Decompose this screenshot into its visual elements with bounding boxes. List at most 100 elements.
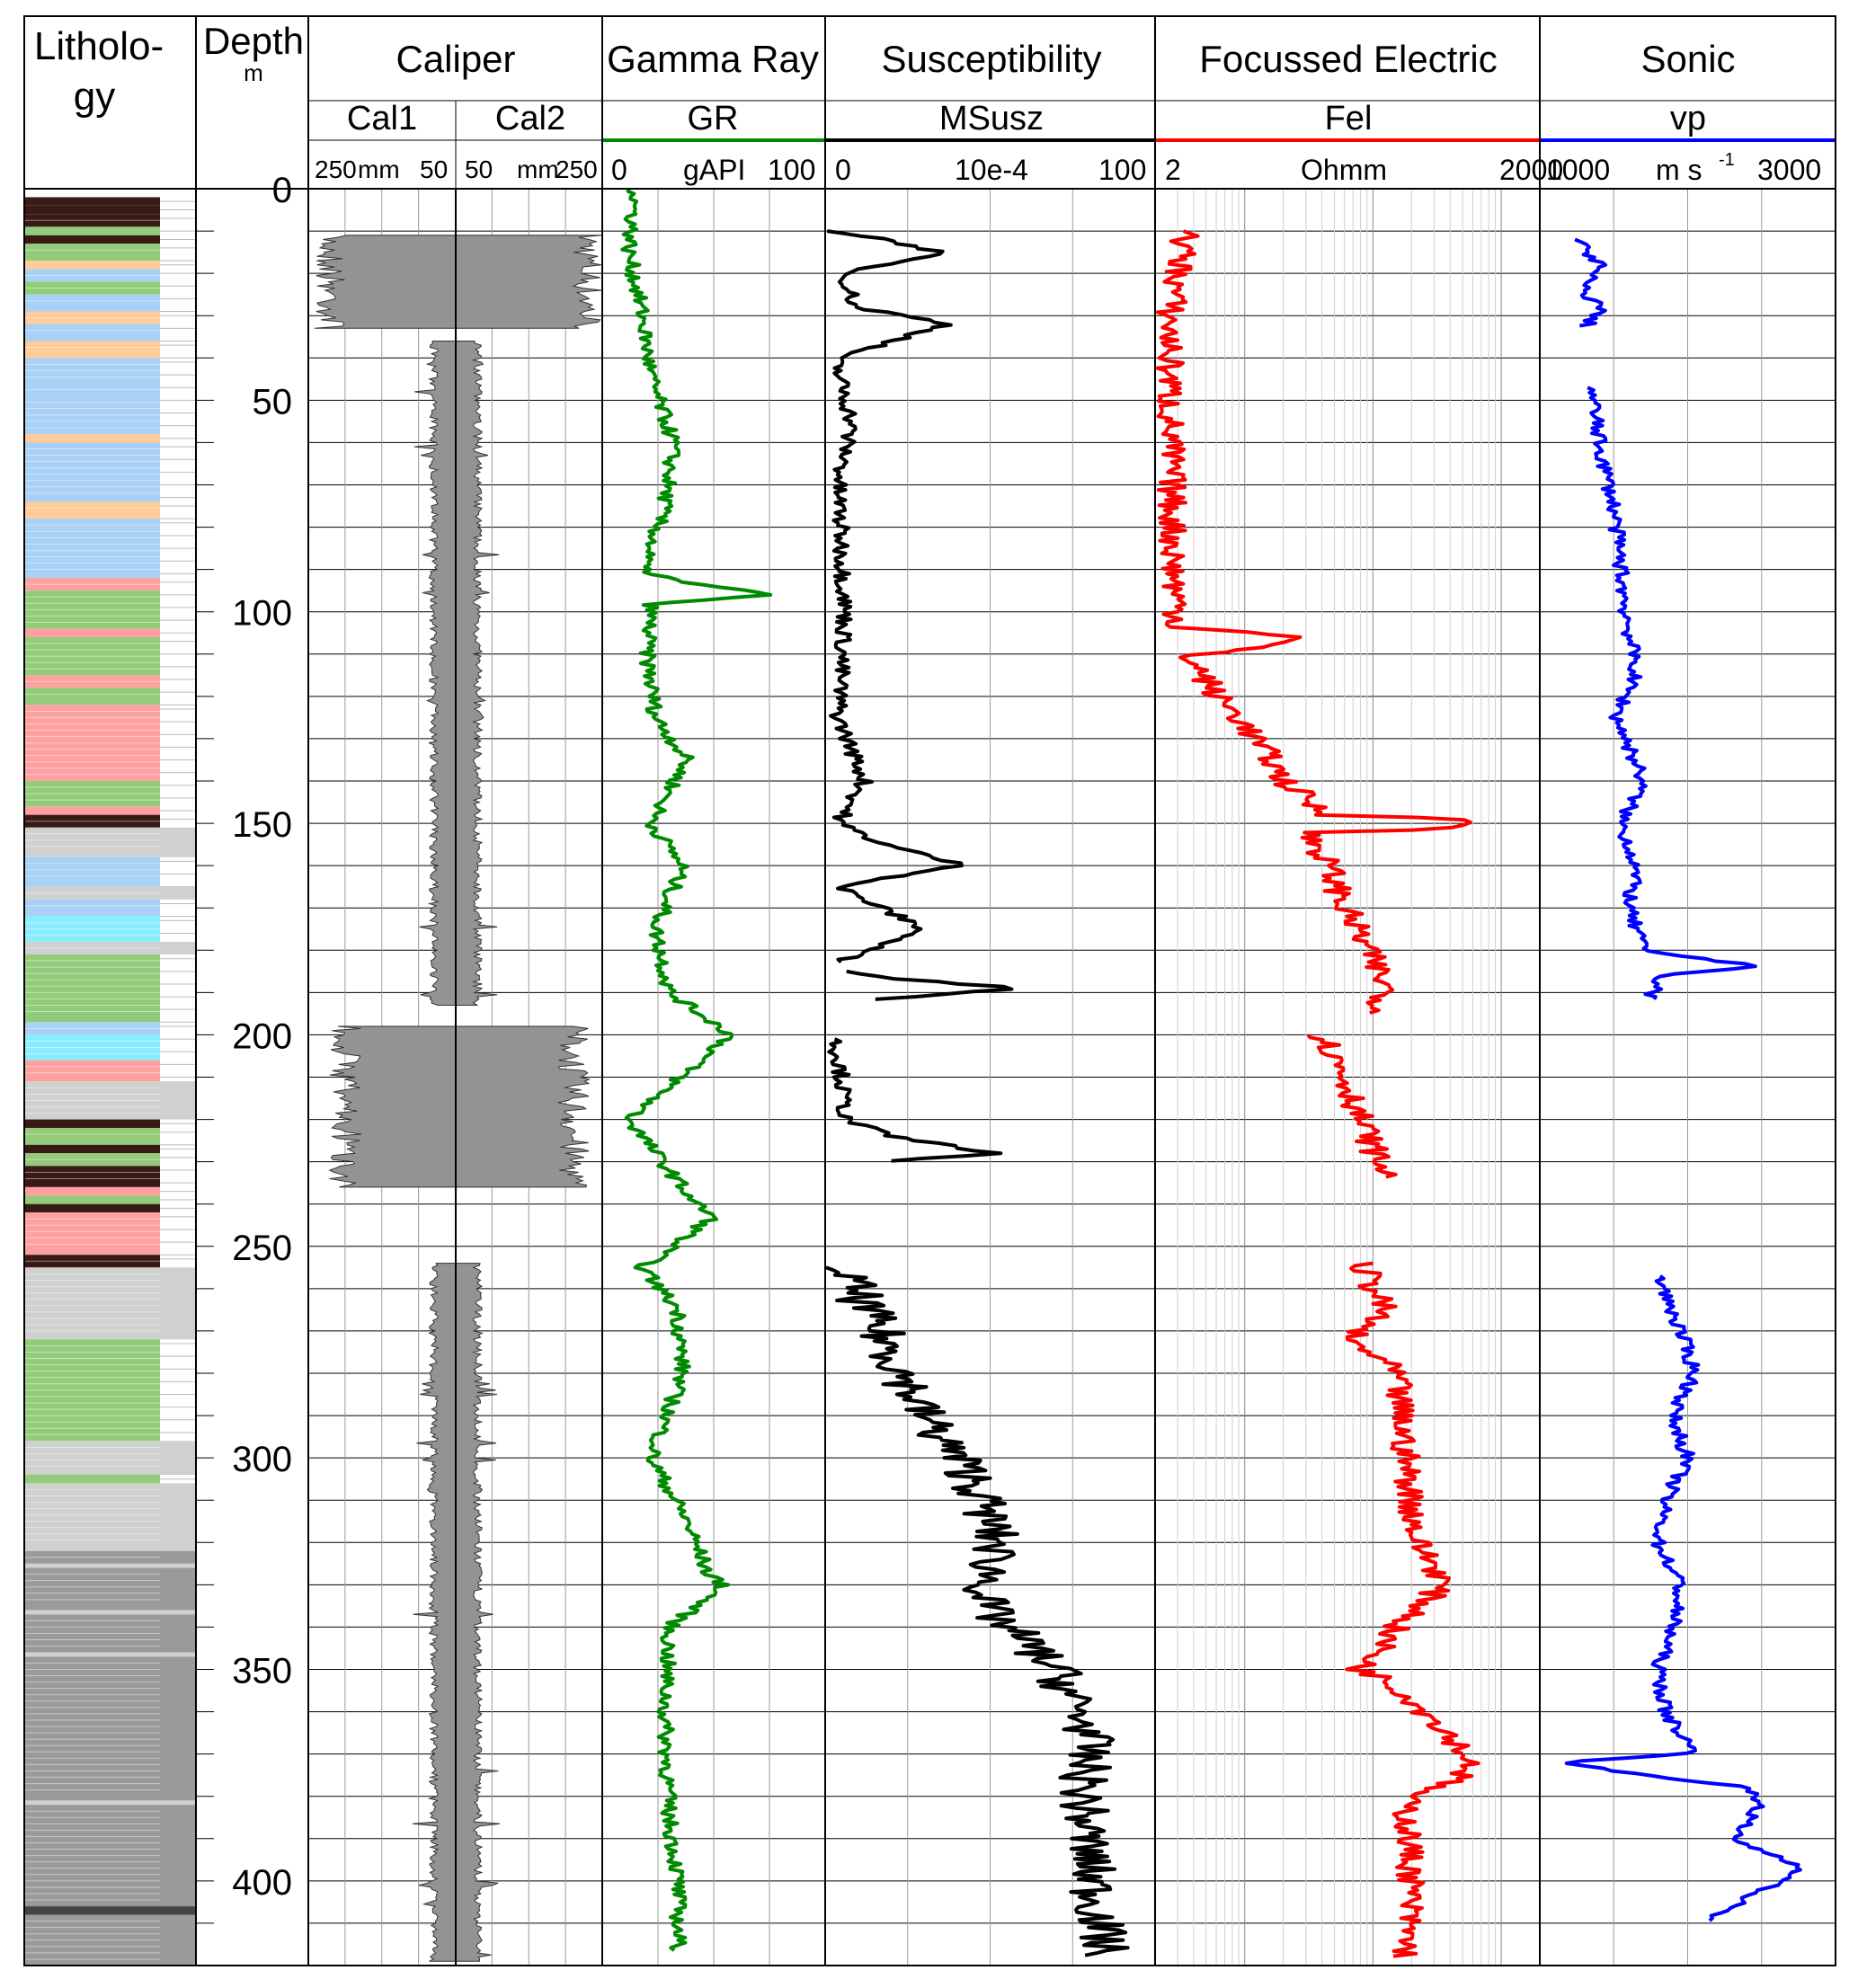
lithology-bed bbox=[24, 261, 160, 270]
depth-tick-label: 100 bbox=[232, 594, 292, 634]
gr-unit: gAPI bbox=[683, 154, 745, 186]
lithology-bed bbox=[24, 214, 160, 227]
vp-unit-exponent: -1 bbox=[1719, 150, 1735, 170]
lithology-side-bed bbox=[160, 1906, 196, 1915]
lithology-bed bbox=[24, 501, 160, 519]
lithology-side-bed bbox=[160, 1550, 196, 1564]
lithology-bed bbox=[24, 269, 160, 282]
lithology-bed bbox=[24, 519, 160, 579]
lithology-bed bbox=[24, 358, 160, 384]
lithology-bed bbox=[24, 1255, 160, 1268]
cal1-curve-name: Cal1 bbox=[347, 100, 417, 138]
lithology-bed bbox=[24, 941, 160, 954]
lithology-bed bbox=[24, 311, 160, 324]
lithology-bed bbox=[24, 1203, 160, 1213]
lithology-bed bbox=[24, 1805, 160, 1907]
lithology-bed bbox=[24, 1127, 160, 1145]
lithology-bed bbox=[24, 383, 160, 396]
msusz-curve bbox=[825, 1265, 1130, 1957]
lithology-bed bbox=[24, 899, 160, 917]
lithology-side-bed bbox=[160, 1610, 196, 1615]
lithology-bed bbox=[24, 1567, 160, 1611]
lithology-side-bed bbox=[160, 941, 196, 954]
lithology-bed bbox=[24, 294, 160, 312]
lithology-bed bbox=[24, 827, 160, 857]
lithology-bed bbox=[24, 1474, 160, 1484]
outer-frame bbox=[23, 15, 1836, 1966]
depth-tick-label: 250 bbox=[232, 1229, 292, 1268]
lithology-bed bbox=[24, 1034, 160, 1061]
cal2-min-label: 50 bbox=[465, 155, 493, 183]
lithology-bed bbox=[24, 341, 160, 359]
fel-curve bbox=[1345, 1261, 1480, 1958]
lithology-bed bbox=[24, 578, 160, 591]
depth-tick-label: 350 bbox=[232, 1652, 292, 1691]
msusz-curve-name: MSusz bbox=[939, 100, 1044, 138]
lithology-bed bbox=[24, 916, 160, 942]
lithology-bed bbox=[24, 1144, 160, 1154]
lithology-side-bed bbox=[160, 1652, 196, 1657]
lithology-side-bed bbox=[160, 1656, 196, 1801]
lithology-bed bbox=[24, 1652, 160, 1657]
fel-curve-name: Fel bbox=[1325, 100, 1373, 138]
depth-title: Depth bbox=[203, 20, 304, 62]
msusz-curve bbox=[827, 1037, 1003, 1163]
lithology-side-bed bbox=[160, 1800, 196, 1806]
lithology-bed bbox=[24, 1906, 160, 1915]
lithology-bed bbox=[24, 636, 160, 676]
gr-min-label: 0 bbox=[611, 154, 627, 186]
lithology-bed bbox=[24, 442, 160, 502]
depth-unit: m bbox=[244, 59, 263, 86]
lithology-bed bbox=[24, 1153, 160, 1167]
lithology-bed bbox=[24, 954, 160, 1023]
lithology-bed bbox=[24, 205, 160, 215]
lithology-bed bbox=[24, 1563, 160, 1568]
depth-tick-label: 400 bbox=[232, 1863, 292, 1903]
cal1-min-label: 250 bbox=[315, 155, 357, 183]
cal2-curve-name: Cal2 bbox=[495, 100, 565, 138]
fel-unit: Ohmm bbox=[1301, 154, 1387, 186]
lithology-side-bed bbox=[160, 1805, 196, 1907]
lithology-bed bbox=[24, 1610, 160, 1615]
fel-curve bbox=[1306, 1034, 1398, 1179]
msusz-min-label: 0 bbox=[835, 154, 851, 186]
lithology-bed bbox=[24, 1267, 160, 1340]
fel-max-label: 2000 bbox=[1499, 154, 1563, 186]
lithology-bed bbox=[24, 1186, 160, 1196]
fel-min-label: 2 bbox=[1165, 154, 1181, 186]
gr-curve-name: GR bbox=[688, 100, 739, 138]
vp-curve bbox=[1574, 237, 1608, 328]
lithology-title-line2: gy bbox=[74, 75, 115, 119]
lithology-bed bbox=[24, 324, 160, 342]
lithology-side-bed bbox=[160, 1563, 196, 1568]
lithology-bed bbox=[24, 688, 160, 706]
lithology-side-bed bbox=[160, 886, 196, 900]
lithology-bed bbox=[24, 1614, 160, 1653]
lithology-title-line1: Litholo- bbox=[34, 24, 164, 68]
lithology-bed bbox=[24, 814, 160, 828]
cal2-unit: mm bbox=[517, 155, 559, 183]
caliper-track-title: Caliper bbox=[396, 38, 515, 80]
gamma-track-title: Gamma Ray bbox=[607, 38, 819, 80]
depth-tick-label: 50 bbox=[253, 382, 293, 422]
gr-curve bbox=[620, 188, 773, 1952]
focussed-electric-track-title: Focussed Electric bbox=[1199, 38, 1497, 80]
sonic-track-title: Sonic bbox=[1640, 38, 1735, 80]
cal2-max-label: 250 bbox=[556, 155, 598, 183]
lithology-bed bbox=[24, 1060, 160, 1082]
lithology-bed bbox=[24, 1195, 160, 1204]
lithology-bed bbox=[24, 806, 160, 815]
lithology-bed bbox=[24, 1022, 160, 1035]
lithology-bed bbox=[24, 1212, 160, 1256]
lithology-side-bed bbox=[160, 1267, 196, 1340]
fel-curve bbox=[1155, 229, 1472, 1015]
lithology-bed bbox=[24, 235, 160, 244]
gr-max-label: 100 bbox=[768, 154, 815, 186]
lithology-bed bbox=[24, 395, 160, 435]
lithology-bed bbox=[24, 244, 160, 262]
cal1-unit: mm bbox=[358, 155, 400, 183]
lithology-side-bed bbox=[160, 1914, 196, 1966]
vp-curve bbox=[1564, 1274, 1802, 1922]
lithology-bed bbox=[24, 1800, 160, 1806]
